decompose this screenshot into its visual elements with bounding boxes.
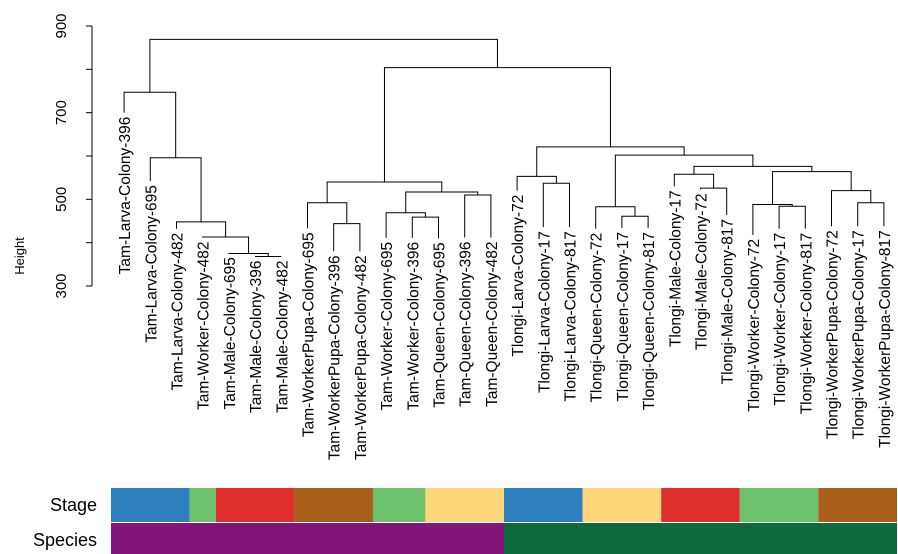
track-segment	[189, 488, 216, 522]
track-segment	[504, 488, 583, 522]
leaf-label: Tam-WorkerPupa-Colony-695	[301, 232, 318, 437]
leaf-label: Tlongi-WorkerPupa-Colony-817	[877, 230, 894, 448]
leaf-label: Tlongi-Worker-Colony-817	[798, 233, 815, 414]
y-tick-label: 300	[53, 273, 70, 298]
dendrogram-branch	[693, 165, 813, 175]
y-axis: 300 500 700 900 Height	[12, 13, 93, 299]
leaf-label: Tam-Queen-Colony-482	[484, 241, 501, 406]
track-segment	[425, 488, 504, 522]
track-segment	[111, 488, 190, 522]
leaf-label: Tlongi-WorkerPupa-Colony-72	[825, 230, 842, 439]
leaf-label: Tlongi-Male-Colony-72	[694, 193, 711, 350]
dendrogram-branch	[228, 253, 269, 257]
leaf-label: Tam-Larva-Colony-695	[143, 185, 160, 343]
dendrogram-branch	[831, 190, 872, 227]
dendrogram-branch	[536, 146, 685, 177]
track-label: Species	[33, 530, 97, 550]
track-segment	[373, 488, 426, 522]
track-segment	[661, 488, 740, 522]
dendrogram-branch	[149, 38, 498, 93]
track-segment	[739, 488, 819, 522]
leaf-label: Tlongi-Queen-Colony-17	[615, 232, 632, 402]
leaf-label: Tam-WorkerPupa-Colony-482	[353, 255, 370, 460]
leaf-label: Tam-Larva-Colony-482	[170, 233, 187, 391]
leaf-label: Tam-Worker-Colony-396	[405, 242, 422, 411]
dendrogram-branch	[307, 202, 348, 229]
dendrogram-tree	[123, 38, 885, 258]
y-tick-label: 700	[53, 100, 70, 125]
leaf-label: Tam-Larva-Colony-396	[117, 117, 134, 275]
leaf-label: Tlongi-WorkerPupa-Colony-17	[851, 230, 868, 439]
dendrogram-branch	[857, 202, 885, 227]
dendrogram-branch	[778, 205, 806, 229]
dendrogram-branch	[621, 215, 649, 228]
dendrogram-branch	[673, 173, 715, 189]
y-tick-label: 900	[53, 13, 70, 38]
track-segment	[504, 523, 897, 554]
y-tick-label: 500	[53, 187, 70, 212]
y-axis-label: Height	[12, 237, 27, 275]
leaf-label: Tam-Worker-Colony-695	[379, 242, 396, 411]
leaf-label: Tam-Queen-Colony-695	[432, 242, 449, 407]
track-label: Stage	[50, 495, 97, 515]
leaf-label: Tam-Worker-Colony-482	[196, 241, 213, 410]
dendrogram-branch	[700, 187, 728, 215]
dendrogram-branch	[595, 206, 636, 229]
leaf-labels: Tam-Larva-Colony-396 Tam-Larva-Colony-695…	[117, 117, 894, 460]
track-segment	[582, 488, 662, 522]
leaf-label: Tlongi-Queen-Colony-817	[641, 232, 658, 410]
track-segment	[294, 488, 373, 522]
dendrogram-branch	[383, 67, 611, 182]
dendrogram-branch	[176, 221, 227, 238]
dendrogram-branch	[411, 216, 439, 239]
leaf-label: Tlongi-Worker-Colony-17	[772, 233, 789, 406]
leaf-label: Tam-Male-Colony-482	[274, 261, 291, 413]
dendrogram-branch	[385, 212, 426, 238]
track-segment	[215, 488, 295, 522]
color-tracks: Stage Species	[33, 488, 897, 554]
leaf-label: Tlongi-Larva-Colony-72	[510, 195, 527, 357]
leaf-label: Tlongi-Male-Colony-17	[667, 190, 684, 347]
dendrogram-branch	[752, 204, 793, 235]
leaf-label: Tlongi-Worker-Colony-72	[746, 239, 763, 412]
leaf-label: Tlongi-Larva-Colony-17	[536, 231, 553, 393]
dendrogram-branch	[542, 182, 570, 228]
track-segment	[818, 488, 897, 522]
dendrogram-branch	[772, 171, 852, 205]
leaf-label: Tam-Male-Colony-396	[248, 261, 265, 413]
dendrogram-branch	[516, 175, 557, 191]
leaf-label: Tlongi-Larva-Colony-817	[563, 231, 580, 402]
track-segment	[111, 523, 504, 554]
leaf-label: Tam-Queen-Colony-396	[458, 241, 475, 406]
dendrogram-branch	[464, 194, 492, 238]
leaf-label: Tlongi-Male-Colony-817	[720, 219, 737, 384]
leaf-label: Tlongi-Queen-Colony-72	[589, 233, 606, 403]
leaf-label: Tam-WorkerPupa-Colony-396	[327, 255, 344, 460]
leaf-label: Tam-Male-Colony-695	[222, 257, 239, 409]
dendrogram-branch	[333, 223, 361, 252]
dendrogram-branch	[405, 191, 479, 213]
